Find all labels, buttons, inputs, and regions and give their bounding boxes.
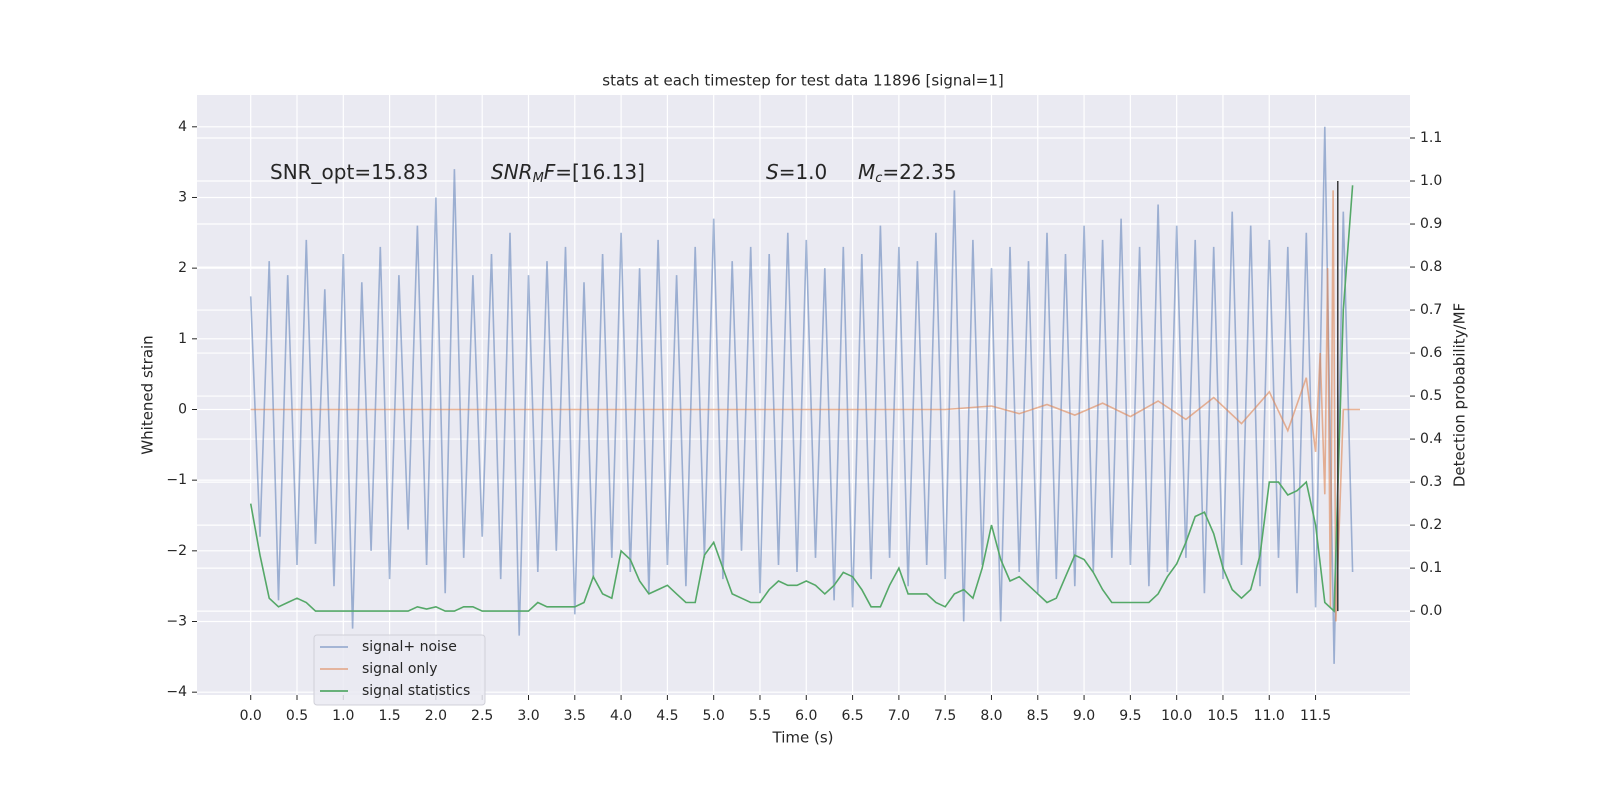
y2-tick-label: 0.1 — [1420, 560, 1442, 576]
y-tick-label: −2 — [166, 543, 187, 559]
annotation-part: F — [544, 160, 556, 184]
y2-tick-label: 0.8 — [1420, 259, 1442, 275]
series-line — [249, 185, 1354, 613]
y-tick-label: −4 — [166, 684, 187, 700]
y2-tick-label: 0.4 — [1420, 431, 1442, 447]
x-tick-label: 5.0 — [703, 708, 725, 724]
x-tick-label: 8.0 — [980, 708, 1002, 724]
x-tick-label: 3.0 — [517, 708, 539, 724]
x-tick-label: 0.5 — [286, 708, 308, 724]
annotation-part: M — [533, 171, 544, 186]
y-tick-label: 4 — [178, 119, 187, 135]
y-tick-label: 2 — [178, 260, 187, 276]
x-tick-label: 2.0 — [425, 708, 447, 724]
annotation-part: c — [875, 171, 882, 186]
series-line — [250, 190, 1360, 622]
x-tick-label: 3.5 — [564, 708, 586, 724]
chart-title: stats at each timestep for test data 118… — [602, 72, 1003, 90]
annotation-part: SNR_opt=15.83 — [270, 160, 428, 184]
annotation: SNR_opt=15.83 — [270, 160, 428, 184]
x-axis-label: Time (s) — [772, 729, 834, 747]
x-tick-label: 10.0 — [1161, 708, 1192, 724]
y-tick-label: 3 — [178, 189, 187, 205]
y2-tick-label: 0.9 — [1420, 216, 1442, 232]
x-tick-label: 11.5 — [1300, 708, 1331, 724]
x-tick-label: 4.5 — [656, 708, 678, 724]
x-tick-label: 10.5 — [1207, 708, 1238, 724]
y2-tick-label: 1.1 — [1420, 130, 1442, 146]
y-axis-label: Whitened strain — [139, 335, 157, 454]
legend-label: signal statistics — [362, 683, 470, 699]
y2-tick-label: 0.7 — [1420, 302, 1442, 318]
y2-tick-label: 0.0 — [1420, 603, 1442, 619]
x-tick-label: 7.5 — [934, 708, 956, 724]
annotation-part: SNR — [491, 160, 533, 184]
annotation: Mc=22.35 — [858, 160, 956, 186]
annotation: SNRMF=[16.13] — [491, 160, 645, 186]
x-tick-label: 1.5 — [378, 708, 400, 724]
annotation: S=1.0 — [766, 160, 827, 184]
x-tick-label: 5.5 — [749, 708, 771, 724]
annotation-part: =1.0 — [779, 160, 828, 184]
y-tick-label: 1 — [178, 331, 187, 347]
x-tick-label: 4.0 — [610, 708, 632, 724]
x-tick-label: 6.0 — [795, 708, 817, 724]
annotation-part: =[16.13] — [555, 160, 645, 184]
annotation-part: S — [766, 160, 779, 184]
y2-tick-label: 1.0 — [1420, 173, 1442, 189]
x-tick-label: 9.5 — [1119, 708, 1141, 724]
y2-tick-label: 0.3 — [1420, 474, 1442, 490]
series-line — [249, 126, 1354, 664]
y2-tick-label: 0.2 — [1420, 517, 1442, 533]
legend-label: signal only — [362, 661, 437, 677]
x-tick-label: 8.5 — [1027, 708, 1049, 724]
x-tick-label: 1.0 — [332, 708, 354, 724]
annotation-part: =22.35 — [882, 160, 956, 184]
y2-tick-label: 0.6 — [1420, 345, 1442, 361]
annotation-part: M — [858, 160, 875, 184]
x-tick-label: 0.0 — [240, 708, 262, 724]
plot-area — [197, 95, 1410, 695]
x-tick-label: 9.0 — [1073, 708, 1095, 724]
x-tick-label: 6.5 — [841, 708, 863, 724]
x-tick-label: 7.0 — [888, 708, 910, 724]
x-tick-label: 2.5 — [471, 708, 493, 724]
y2-axis-label: Detection probability/MF — [1451, 303, 1469, 487]
legend-box — [313, 634, 486, 706]
y-tick-label: −3 — [166, 614, 187, 630]
y2-tick-label: 0.5 — [1420, 388, 1442, 404]
legend-label: signal+ noise — [362, 639, 457, 655]
y-tick-label: −1 — [166, 472, 187, 488]
y-tick-label: 0 — [178, 401, 187, 417]
x-tick-label: 11.0 — [1254, 708, 1285, 724]
